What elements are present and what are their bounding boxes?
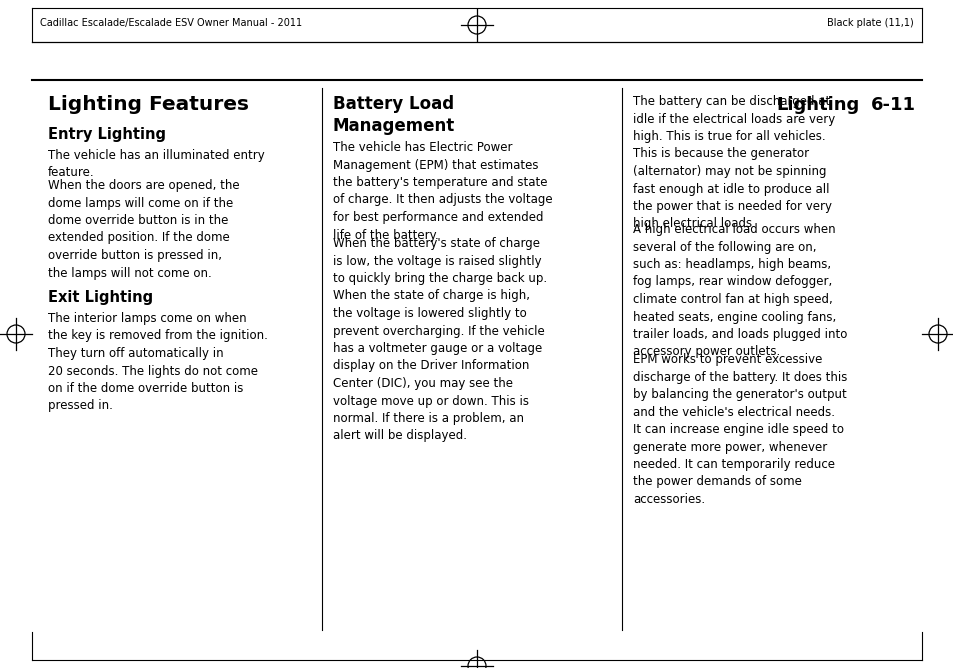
Text: A high electrical load occurs when
several of the following are on,
such as: hea: A high electrical load occurs when sever… xyxy=(633,223,846,359)
Text: The vehicle has an illuminated entry
feature.: The vehicle has an illuminated entry fea… xyxy=(48,149,265,180)
Text: When the battery's state of charge
is low, the voltage is raised slightly
to qui: When the battery's state of charge is lo… xyxy=(333,237,547,442)
Text: Entry Lighting: Entry Lighting xyxy=(48,127,166,142)
Text: The battery can be discharged at
idle if the electrical loads are very
high. Thi: The battery can be discharged at idle if… xyxy=(633,95,835,230)
Text: Battery Load
Management: Battery Load Management xyxy=(333,95,455,135)
Text: EPM works to prevent excessive
discharge of the battery. It does this
by balanci: EPM works to prevent excessive discharge… xyxy=(633,353,846,506)
Text: Lighting Features: Lighting Features xyxy=(48,95,249,114)
Text: Exit Lighting: Exit Lighting xyxy=(48,290,153,305)
Text: Cadillac Escalade/Escalade ESV Owner Manual - 2011: Cadillac Escalade/Escalade ESV Owner Man… xyxy=(40,18,302,28)
Text: 6-11: 6-11 xyxy=(870,96,915,114)
Text: Lighting: Lighting xyxy=(776,96,859,114)
Text: The vehicle has Electric Power
Management (EPM) that estimates
the battery's tem: The vehicle has Electric Power Managemen… xyxy=(333,141,552,242)
Text: When the doors are opened, the
dome lamps will come on if the
dome override butt: When the doors are opened, the dome lamp… xyxy=(48,179,239,279)
Text: The interior lamps come on when
the key is removed from the ignition.
They turn : The interior lamps come on when the key … xyxy=(48,312,268,413)
Text: Black plate (11,1): Black plate (11,1) xyxy=(826,18,913,28)
